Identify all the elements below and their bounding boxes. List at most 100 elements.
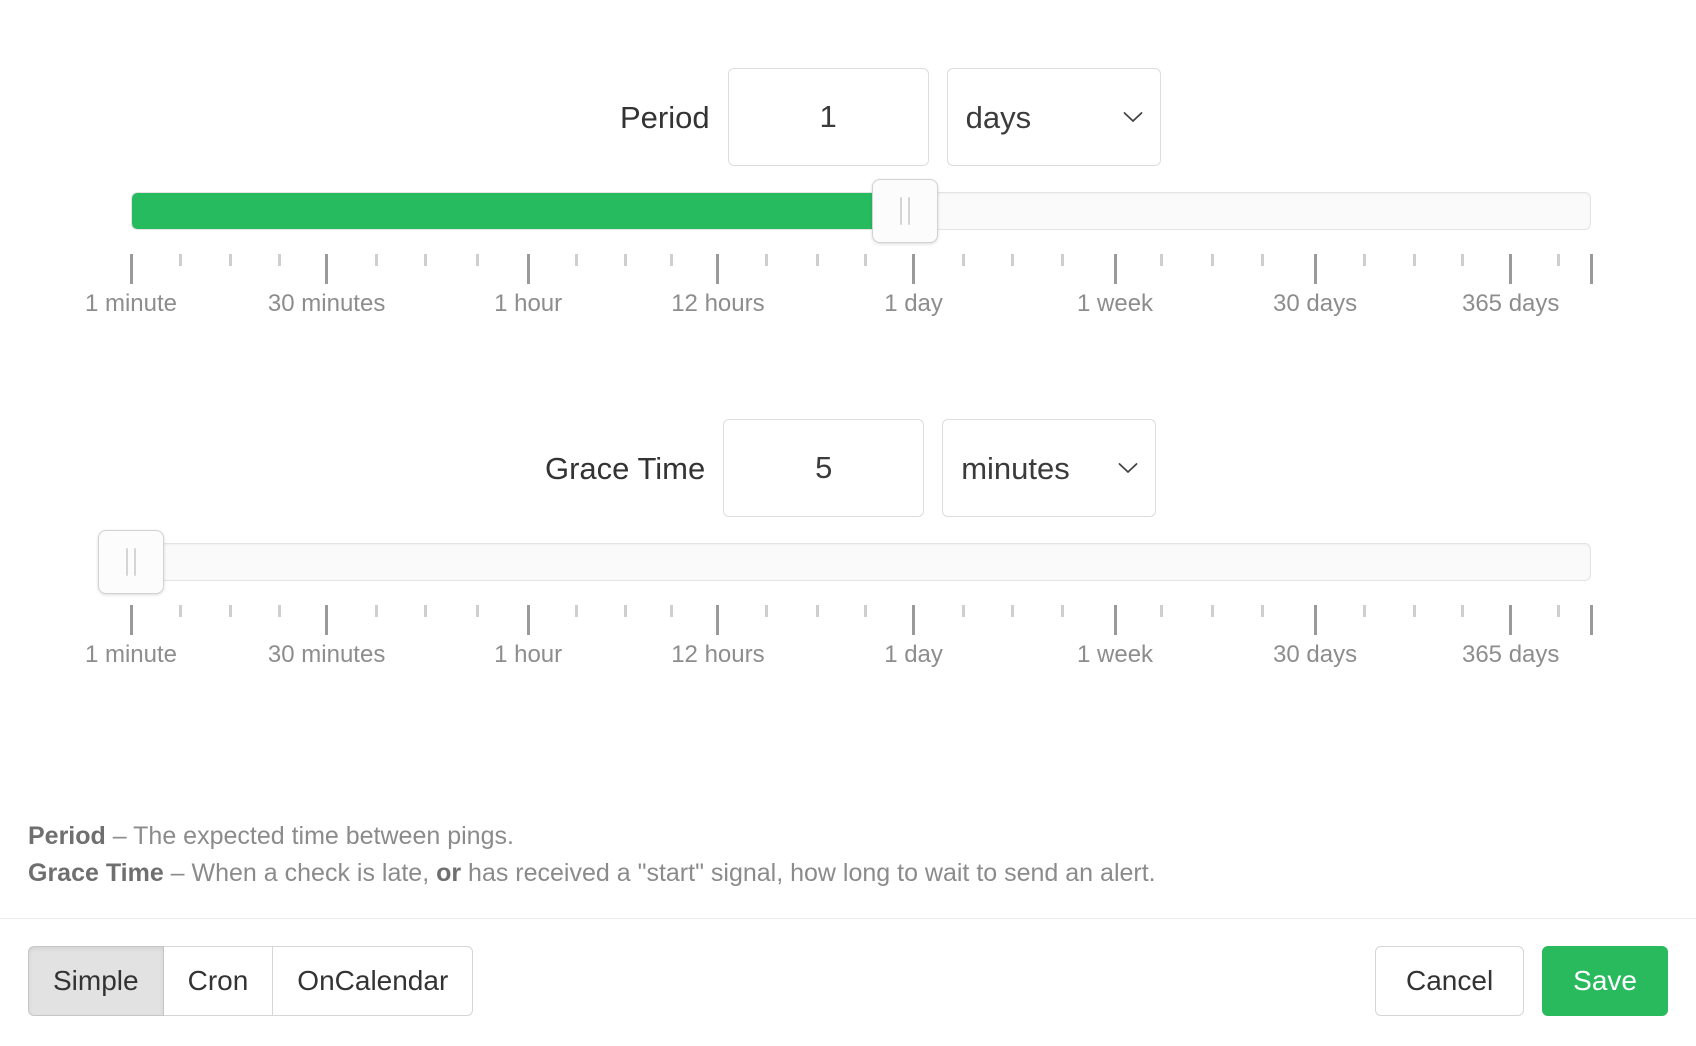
grip-line-icon (134, 548, 136, 576)
ruler-minor-tick (1211, 254, 1215, 266)
grace-field-row: Grace Time minutes (545, 419, 1157, 517)
ruler-minor-tick (574, 254, 578, 266)
ruler-minor-tick (1363, 254, 1367, 266)
ruler-minor-tick (764, 605, 768, 617)
period-value-input[interactable] (727, 68, 929, 166)
ruler-major-tick (526, 605, 530, 635)
ruler-major-tick (526, 254, 530, 284)
ruler-tick-label: 1 hour (494, 290, 563, 317)
ruler-minor-tick (815, 254, 819, 266)
ruler-minor-tick (374, 605, 378, 617)
ruler-major-tick (1313, 605, 1317, 635)
ruler-major-tick (912, 254, 916, 284)
period-unit-select[interactable]: days (946, 68, 1161, 166)
grace-slider[interactable] (98, 530, 1591, 594)
mode-button-cron[interactable]: Cron (162, 946, 274, 1016)
grace-value-input[interactable] (723, 419, 925, 517)
ruler-minor-tick (1011, 605, 1015, 617)
ruler-tick-label: 30 days (1273, 290, 1358, 317)
ruler-minor-tick (1557, 254, 1561, 266)
footer-bar: Simple Cron OnCalendar Cancel Save (0, 946, 1696, 1016)
period-slider[interactable] (131, 179, 1591, 243)
ruler-major-tick (1509, 605, 1513, 635)
ruler-major-tick (716, 254, 720, 284)
ruler-major-tick (1313, 254, 1317, 284)
ruler-minor-tick (574, 605, 578, 617)
ruler-tick-label: 1 minute (84, 290, 178, 317)
ruler-minor-tick (1160, 605, 1164, 617)
ruler-minor-tick (764, 254, 768, 266)
ruler-minor-tick (228, 605, 232, 617)
period-unit-select-wrap[interactable]: days (946, 68, 1161, 166)
schedule-mode-segmented-control[interactable]: Simple Cron OnCalendar (28, 946, 474, 1016)
help-grace-pre: – When a check is late, (163, 859, 437, 887)
ruler-minor-tick (179, 605, 183, 617)
save-button[interactable]: Save (1542, 946, 1668, 1016)
ruler-major-tick (325, 254, 329, 284)
ruler-minor-tick (228, 254, 232, 266)
period-slider-fill (132, 193, 905, 229)
ruler-major-tick (325, 605, 329, 635)
grip-line-icon (126, 548, 128, 576)
grace-label: Grace Time (545, 450, 706, 486)
ruler-minor-tick (1011, 254, 1015, 266)
ruler-tick-label: 1 day (884, 641, 943, 668)
period-slider-track[interactable] (131, 192, 1591, 230)
ruler-tick-label: 1 day (884, 290, 943, 317)
ruler-minor-tick (374, 254, 378, 266)
ruler-minor-tick (1261, 605, 1264, 617)
help-grace-bold: or (436, 859, 462, 887)
cancel-button[interactable]: Cancel (1375, 946, 1525, 1016)
ruler-minor-tick (424, 254, 428, 266)
period-label: Period (620, 99, 710, 135)
mode-button-simple[interactable]: Simple (28, 946, 164, 1016)
ruler-tick-label: 1 week (1077, 290, 1154, 317)
ruler-minor-tick (669, 254, 673, 266)
help-text: Period – The expected time between pings… (28, 818, 1648, 892)
ruler-minor-tick (961, 254, 965, 266)
ruler-minor-tick (1412, 605, 1416, 617)
ruler-major-tick (1113, 254, 1117, 284)
ruler-tick-label: 12 hours (671, 290, 765, 317)
ruler-minor-tick (1160, 254, 1164, 266)
ruler-major-tick (129, 605, 133, 635)
grace-slider-handle[interactable] (98, 530, 164, 594)
ruler-minor-tick (179, 254, 183, 266)
help-term-grace: Grace Time (28, 859, 164, 887)
ruler-minor-tick (424, 605, 428, 617)
ruler-major-tick (1509, 254, 1513, 284)
mode-button-oncalendar[interactable]: OnCalendar (272, 946, 474, 1016)
grace-slider-track[interactable] (131, 543, 1591, 581)
ruler-minor-tick (1412, 254, 1416, 266)
ruler-minor-tick (475, 254, 479, 266)
period-slider-handle[interactable] (871, 179, 938, 243)
footer-divider (0, 918, 1696, 919)
ruler-minor-tick (1461, 254, 1465, 266)
help-line-period: Period – The expected time between pings… (28, 818, 1648, 855)
grace-unit-select-wrap[interactable]: minutes (942, 419, 1157, 517)
ruler-minor-tick (1060, 605, 1064, 617)
ruler-tick-label: 30 minutes (267, 290, 386, 317)
ruler-minor-tick (1461, 605, 1465, 617)
ruler-minor-tick (1211, 605, 1215, 617)
help-body-period: – The expected time between pings. (105, 822, 514, 850)
ruler-end-tick (1589, 605, 1593, 635)
ruler-major-tick (1113, 605, 1117, 635)
grace-unit-select[interactable]: minutes (942, 419, 1157, 517)
ruler-minor-tick (1060, 254, 1064, 266)
ruler-minor-tick (278, 254, 282, 266)
ruler-tick-label: 1 hour (494, 641, 563, 668)
ruler-minor-tick (475, 605, 479, 617)
period-ruler: 1 minute 30 minutes 1 hour 12 hours 1 day 1 w… (85, 254, 1593, 326)
ruler-major-tick (716, 605, 720, 635)
ruler-minor-tick (1363, 605, 1367, 617)
ruler-minor-tick (1557, 605, 1561, 617)
ruler-minor-tick (278, 605, 282, 617)
ruler-minor-tick (961, 605, 965, 617)
ruler-minor-tick (815, 605, 819, 617)
ruler-tick-label: 12 hours (671, 641, 765, 668)
help-term-period: Period (28, 822, 106, 850)
ruler-end-tick (1589, 254, 1593, 284)
help-line-grace: Grace Time – When a check is late, or ha… (28, 855, 1648, 892)
